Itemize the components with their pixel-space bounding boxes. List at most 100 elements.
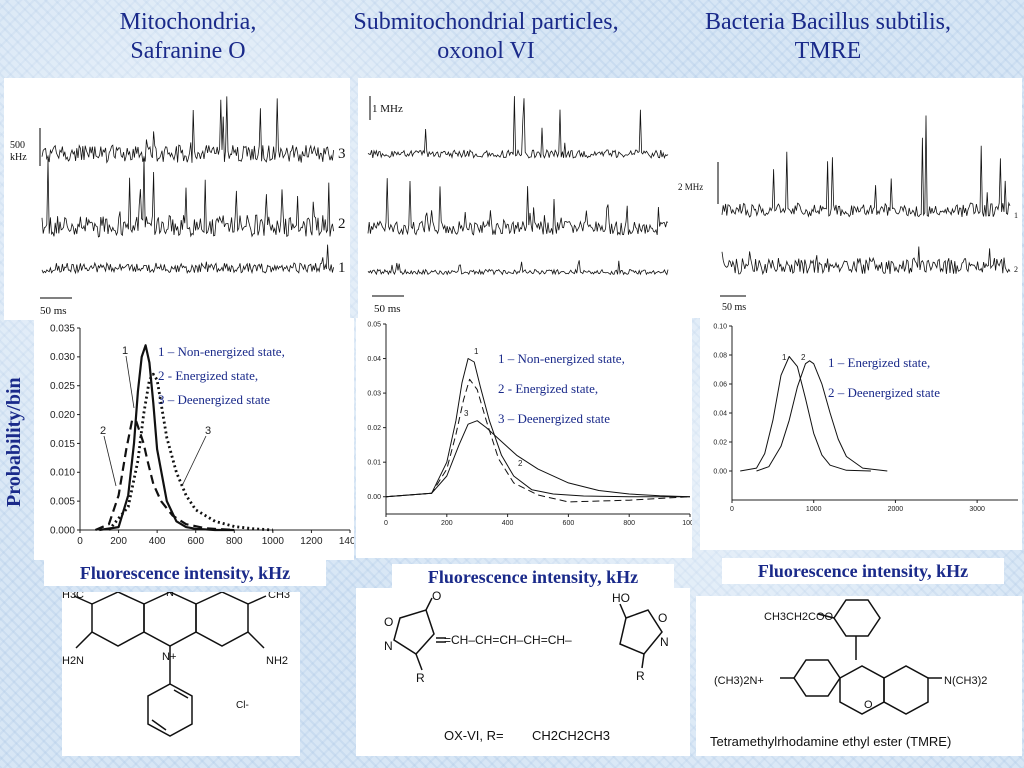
group-dimethylamino-plus: (CH3)2N+: [714, 675, 764, 687]
group-nh2: NH2: [266, 655, 288, 667]
y-tick-label: 0.04: [713, 410, 727, 417]
curve-label-2: 2: [518, 459, 523, 468]
series-1-line: [740, 356, 871, 472]
curve-pointer-1: [125, 355, 135, 409]
trace-label-3: 3: [338, 146, 346, 162]
scale-x-mito: 50 ms: [40, 305, 67, 317]
y-tick-label: 0.015: [50, 439, 75, 450]
title-bacteria: Bacteria Bacillus subtilis, TMRE: [705, 9, 951, 64]
x-tick-label: 400: [149, 536, 166, 547]
x-tick-label: 400: [502, 520, 514, 527]
histogram-panel-bacteria: 0 1000 2000 3000 0.00 0.02 0.04 0.06 0.08 0.10 1 2: [700, 318, 1022, 550]
y-tick-label: 0.020: [50, 410, 75, 421]
y-tick-label: 0.04: [367, 356, 381, 363]
y-tick-label: 0.00: [713, 468, 727, 475]
trace-3: [41, 96, 334, 164]
trace-3: [367, 96, 669, 159]
curve-label-1: 1: [782, 353, 787, 362]
x-tick-label: 800: [623, 520, 635, 527]
series-2-line: [385, 420, 691, 498]
y-tick-label: 0.03: [367, 390, 381, 397]
x-tick-label: 200: [441, 520, 453, 527]
trace-panel-mitochondria: 500 kHz 50 ms 3 2 1: [4, 78, 350, 320]
group-ho: HO: [612, 591, 630, 605]
legend-item-3: 3 – Deenergized state: [158, 392, 271, 407]
curve-label-3: 3: [464, 409, 469, 418]
trace-label-2: 2: [1014, 265, 1018, 274]
scale-x-bact: 50 ms: [722, 302, 746, 313]
x-tick-label: 0: [77, 536, 83, 547]
y-tick-label: 0.06: [713, 381, 727, 388]
legend-smp: 1 – Non-energized state, 2 - Energized s…: [498, 344, 625, 434]
trace-2: [367, 178, 669, 236]
group-r-right: R: [636, 669, 645, 683]
y-tick-label: 0.005: [50, 496, 75, 507]
group-h2n: H2N: [62, 655, 84, 667]
oxonol-caption-r: CH2CH2CH3: [532, 728, 610, 743]
x-tick-label: 600: [187, 536, 204, 547]
histogram-chart-bacteria: 0 1000 2000 3000 0.00 0.02 0.04 0.06 0.08 0.10 1 2: [713, 323, 1018, 513]
y-tick-label: 0.030: [50, 352, 75, 363]
trace-2: [721, 246, 1011, 276]
atom-n-plus: N+: [162, 651, 176, 663]
curve-pointer-2: [103, 435, 117, 487]
trace-label-1: 1: [338, 260, 346, 276]
molecule-tmre: CH3CH2COO (CH3)2N+ N(CH3)2 O Tetramethyl…: [696, 596, 1022, 756]
scale-y-bact: 2 MHz: [678, 182, 703, 192]
atom-o-carbonyl: O: [432, 589, 441, 603]
y-tick-label: 0.10: [713, 323, 727, 330]
molecule-safranine: H3C CH3 H2N NH2 N N+ Cl-: [62, 592, 300, 756]
x-tick-label: 0: [730, 506, 734, 513]
scale-y-smp: 1 MHz: [372, 103, 403, 115]
y-tick-label: 0.025: [50, 381, 75, 392]
x-tick-label: 1200: [300, 536, 323, 547]
x-tick-label: 3000: [969, 506, 985, 513]
tmre-caption: Tetramethylrhodamine ethyl ester (TMRE): [710, 734, 951, 749]
curve-label-1: 1: [474, 347, 479, 356]
x-tick-label: 1000: [682, 520, 692, 527]
series-3-line: [385, 378, 691, 503]
trace-label-1: 1: [1014, 211, 1018, 220]
atom-o-ring-right: O: [658, 611, 667, 625]
trace-plot-bacteria: 2 MHz 50 ms 1 2: [678, 115, 1018, 313]
scale-y-mito-a: 500: [10, 140, 25, 151]
trace-1: [41, 244, 334, 275]
atom-o-ring-left: O: [384, 615, 393, 629]
legend-mitochondria: 1 – Non-energized state, 2 - Energized s…: [158, 340, 285, 412]
trace-panel-smp: 1 MHz 50 ms 3 2 1: [358, 78, 690, 318]
group-ester: CH3CH2COO: [764, 611, 834, 623]
y-tick-label: 0.02: [367, 425, 381, 432]
series-1-line: [99, 344, 235, 532]
series-1-line: [385, 358, 690, 498]
tmre-structure: CH3CH2COO (CH3)2N+ N(CH3)2 O Tetramethyl…: [710, 599, 987, 749]
trace-panel-bacteria: 2 MHz 50 ms 1 2: [676, 78, 1022, 318]
x-tick-label: 1000: [806, 506, 822, 513]
x-axis-label-smp: Fluorescence intensity, kHz: [392, 564, 674, 590]
trace-plot-smp: 1 MHz 50 ms 3 2 1: [367, 96, 684, 315]
y-axis-label: Probability/bin: [3, 377, 25, 508]
x-tick-label: 2000: [888, 506, 904, 513]
legend-item-2: 2 – Deenergized state: [828, 385, 941, 400]
molecule-oxonol: O HO O N N O R R =CH–CH=CH–CH=CH– OX-VI,…: [356, 588, 690, 756]
title-submitochondrial: Submitochondrial particles, oxonol VI: [353, 9, 619, 64]
group-dimethylamino: N(CH3)2: [944, 675, 987, 687]
legend-item-2: 2 - Energized state,: [158, 368, 259, 383]
title-mitochondria: Mitochondria, Safranine O: [119, 9, 257, 64]
y-tick-label: 0.000: [50, 525, 75, 536]
histogram-panel-smp: 0 200 400 600 800 1000 0.00 0.01 0.02 0.03 0.04 0.0…: [356, 318, 692, 558]
x-tick-label: 1000: [262, 536, 285, 547]
scale-x-smp: 50 ms: [374, 303, 401, 315]
legend-item-1: 1 – Non-energized state,: [158, 344, 285, 359]
y-tick-label: 0.02: [713, 439, 727, 446]
y-tick-label: 0.00: [367, 494, 381, 501]
trace-1: [367, 260, 669, 276]
legend-item-3: 3 – Deenergized state: [498, 411, 611, 426]
x-axis-label-mitochondria: Fluorescence intensity, kHz: [44, 560, 326, 586]
x-tick-label: 600: [563, 520, 575, 527]
atom-n-right: N: [660, 635, 669, 649]
series-2-line: [756, 360, 888, 472]
x-tick-label: 800: [226, 536, 243, 547]
y-tick-label: 0.01: [367, 460, 381, 467]
